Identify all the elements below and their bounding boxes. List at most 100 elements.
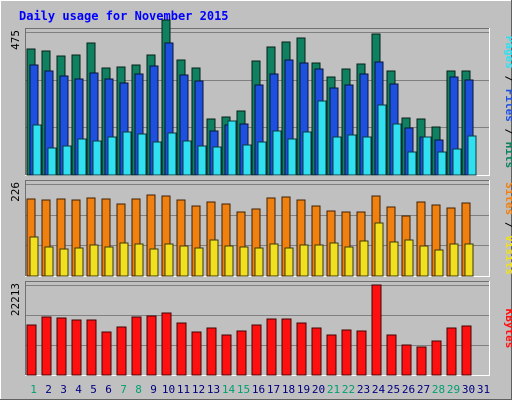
legend-part-visits-2: Visits xyxy=(503,235,512,275)
bar-kbytes-day-26 xyxy=(401,344,412,376)
bar-sites-day-8 xyxy=(134,243,144,277)
bar-sites-day-16 xyxy=(254,247,264,277)
x-tick-label-21: 21 xyxy=(327,383,340,396)
x-tick-label-26: 26 xyxy=(402,383,415,396)
bar-kbytes-day-1 xyxy=(26,324,37,376)
bar-kbytes-day-21 xyxy=(326,334,337,376)
bar-pages-day-6 xyxy=(107,136,117,176)
bar-kbytes-day-10 xyxy=(161,312,172,376)
bar-kbytes-day-6 xyxy=(101,331,112,376)
bar-pages-day-7 xyxy=(122,131,132,176)
bar-sites-day-6 xyxy=(104,246,114,277)
bar-pages-day-26 xyxy=(407,151,417,176)
bar-kbytes-day-22 xyxy=(341,329,352,376)
bar-kbytes-day-24 xyxy=(371,284,382,376)
bar-pages-day-1 xyxy=(32,124,42,176)
legend-part-hits-1: / xyxy=(503,69,512,89)
bar-sites-day-23 xyxy=(359,240,369,277)
x-tick-label-25: 25 xyxy=(387,383,400,396)
x-axis-labels: 1 2 3 4 5 6 7 8 9 10 11 12 13 14 15 16 17 18 19 20 21 22 23 24 2… xyxy=(30,383,490,396)
legend-part-hits-2: Files xyxy=(503,89,512,122)
bar-kbytes-day-11 xyxy=(176,322,187,376)
x-tick-label-16: 16 xyxy=(252,383,265,396)
chart-panels: 475 Pages / Files / Hits 226 Sites / Visits… xyxy=(9,19,512,376)
bar-sites-day-28 xyxy=(434,249,444,277)
x-tick-label-30: 30 xyxy=(462,383,475,396)
bar-pages-day-11 xyxy=(182,140,192,176)
bar-sites-day-15 xyxy=(239,246,249,277)
x-tick-label-4: 4 xyxy=(75,383,82,396)
legend-part-hits-3: / xyxy=(503,122,512,142)
x-tick-label-17: 17 xyxy=(267,383,280,396)
bar-pages-day-22 xyxy=(347,134,357,176)
bar-sites-day-26 xyxy=(404,239,414,277)
bar-pages-day-14 xyxy=(227,120,237,176)
bar-sites-day-17 xyxy=(269,243,279,277)
bar-sites-day-10 xyxy=(164,243,174,277)
x-tick-label-22: 22 xyxy=(342,383,355,396)
x-tick-label-14: 14 xyxy=(222,383,236,396)
bar-sites-day-4 xyxy=(74,247,84,277)
x-tick-label-7: 7 xyxy=(120,383,127,396)
bar-kbytes-day-27 xyxy=(416,346,427,376)
bar-pages-day-28 xyxy=(437,151,447,176)
x-tick-label-9: 9 xyxy=(150,383,157,396)
x-tick-label-6: 6 xyxy=(105,383,112,396)
bar-kbytes-day-3 xyxy=(56,317,67,376)
panel-kbytes: 22213 KBytes xyxy=(9,281,512,376)
bar-kbytes-day-7 xyxy=(116,326,127,376)
bar-sites-day-20 xyxy=(314,244,324,277)
legend-label-kbytes: KBytes xyxy=(503,309,512,349)
x-tick-label-27: 27 xyxy=(417,383,430,396)
legend-part-hits-0: Pages xyxy=(503,36,512,69)
panel-visits: 226 Sites / Visits xyxy=(9,180,512,277)
x-tick-label-18: 18 xyxy=(282,383,295,396)
bar-sites-day-2 xyxy=(44,246,54,277)
bar-sites-day-24 xyxy=(374,222,384,277)
y-max-label-hits: 475 xyxy=(9,30,22,50)
bar-pages-day-2 xyxy=(47,147,57,176)
x-tick-label-12: 12 xyxy=(192,383,205,396)
x-tick-label-28: 28 xyxy=(432,383,445,396)
x-tick-label-13: 13 xyxy=(207,383,220,396)
bar-sites-day-5 xyxy=(89,244,99,277)
x-tick-label-29: 29 xyxy=(447,383,460,396)
bar-sites-day-1 xyxy=(29,236,39,277)
bar-sites-day-9 xyxy=(149,248,159,277)
x-tick-label-31: 31 xyxy=(477,383,490,396)
bar-pages-day-10 xyxy=(167,132,177,176)
bar-pages-day-15 xyxy=(242,144,252,176)
bar-kbytes-day-29 xyxy=(446,327,457,376)
bar-sites-day-25 xyxy=(389,241,399,277)
bar-kbytes-day-2 xyxy=(41,316,52,376)
bar-pages-day-19 xyxy=(302,131,312,176)
x-tick-label-1: 1 xyxy=(30,383,37,396)
bar-kbytes-day-25 xyxy=(386,334,397,376)
x-tick-label-15: 15 xyxy=(237,383,250,396)
bar-kbytes-day-12 xyxy=(191,331,202,376)
bar-sites-day-14 xyxy=(224,245,234,277)
bar-pages-day-27 xyxy=(422,136,432,176)
bar-sites-day-19 xyxy=(299,244,309,277)
panel-hits: 475 Pages / Files / Hits xyxy=(9,19,512,176)
legend-label-hits: Pages / Files / Hits xyxy=(503,36,512,169)
bar-pages-day-5 xyxy=(92,140,102,176)
bar-sites-day-12 xyxy=(194,247,204,277)
bar-kbytes-day-15 xyxy=(236,330,247,376)
bar-kbytes-day-18 xyxy=(281,318,292,376)
legend-part-visits-0: Sites xyxy=(503,182,512,215)
bar-pages-day-21 xyxy=(332,136,342,176)
y-max-label-kbytes: 22213 xyxy=(9,283,22,316)
legend-part-visits-1: / xyxy=(503,215,512,235)
bar-pages-day-24 xyxy=(377,104,387,176)
bar-sites-day-13 xyxy=(209,239,219,277)
bar-sites-day-27 xyxy=(419,245,429,277)
bar-kbytes-day-28 xyxy=(431,340,442,376)
bar-kbytes-day-23 xyxy=(356,330,367,376)
chart-title: Daily usage for November 2015 xyxy=(19,9,229,23)
bar-sites-day-18 xyxy=(284,247,294,277)
bar-kbytes-day-19 xyxy=(296,322,307,376)
bar-sites-day-11 xyxy=(179,245,189,277)
bar-pages-day-9 xyxy=(152,141,162,176)
